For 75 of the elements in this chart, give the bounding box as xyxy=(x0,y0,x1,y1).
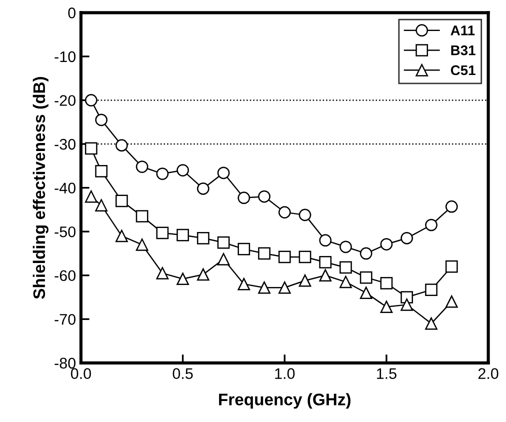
point xyxy=(95,199,108,212)
point xyxy=(156,266,169,280)
point xyxy=(238,278,250,290)
point xyxy=(319,269,332,282)
point xyxy=(445,295,458,308)
point xyxy=(360,286,372,300)
y-tick-label: -20 xyxy=(54,95,76,106)
point xyxy=(278,250,291,264)
point xyxy=(340,261,352,274)
point xyxy=(258,281,270,294)
y-tick-label: -30 xyxy=(54,138,76,150)
point xyxy=(319,256,332,268)
point xyxy=(340,276,352,288)
point xyxy=(176,228,189,242)
y-tick-label: -50 xyxy=(54,226,76,238)
x-tick-label: 1.0 xyxy=(275,368,295,380)
point xyxy=(84,142,98,155)
point xyxy=(258,247,270,260)
point xyxy=(176,272,189,286)
y-tick-label: -60 xyxy=(54,270,76,282)
point xyxy=(238,192,250,204)
point xyxy=(217,166,230,180)
point xyxy=(278,281,291,294)
point xyxy=(196,232,210,244)
point xyxy=(360,271,372,284)
y-tick-label: -10 xyxy=(54,51,76,62)
x-tick-label: 1.5 xyxy=(377,368,396,380)
point xyxy=(217,252,230,266)
point xyxy=(136,238,148,251)
point xyxy=(95,114,108,126)
point xyxy=(298,250,312,264)
point xyxy=(258,190,270,203)
point xyxy=(196,182,210,195)
y-tick-label: -70 xyxy=(54,314,76,325)
point xyxy=(95,164,108,178)
point xyxy=(425,284,438,296)
x-axis-title: Frequency (GHz) xyxy=(219,393,350,409)
point xyxy=(380,238,393,250)
point xyxy=(360,247,372,260)
y-tick-label: -80 xyxy=(54,358,76,369)
point xyxy=(319,234,332,247)
point xyxy=(116,230,128,242)
point xyxy=(278,206,291,218)
point xyxy=(425,317,438,330)
x-tick-label: 2.0 xyxy=(478,368,498,380)
point xyxy=(156,168,169,180)
x-tick-label: 0.0 xyxy=(70,368,91,380)
point xyxy=(84,190,98,203)
point xyxy=(136,210,148,222)
legend-label: B31 xyxy=(451,45,476,56)
legend-label: A11 xyxy=(450,26,475,36)
point xyxy=(176,164,189,176)
point xyxy=(425,218,438,232)
point xyxy=(380,300,393,314)
point xyxy=(217,236,230,249)
y-axis-title: Shielding effectiveness (dB) xyxy=(32,77,48,299)
y-tick-label: -40 xyxy=(54,182,76,194)
legend-label: C51 xyxy=(450,65,476,76)
point xyxy=(84,94,98,106)
point xyxy=(445,200,458,213)
point xyxy=(298,208,312,222)
point xyxy=(238,242,250,256)
point xyxy=(136,160,148,173)
point xyxy=(298,274,312,287)
point xyxy=(116,194,128,208)
point xyxy=(400,298,414,311)
y-tick-label: 0 xyxy=(68,8,76,18)
point xyxy=(196,268,210,281)
point xyxy=(445,260,458,273)
point xyxy=(116,139,128,152)
point xyxy=(400,232,414,244)
point xyxy=(380,277,393,290)
point xyxy=(156,226,169,240)
x-tick-label: 0.5 xyxy=(172,368,193,380)
point xyxy=(340,240,352,254)
